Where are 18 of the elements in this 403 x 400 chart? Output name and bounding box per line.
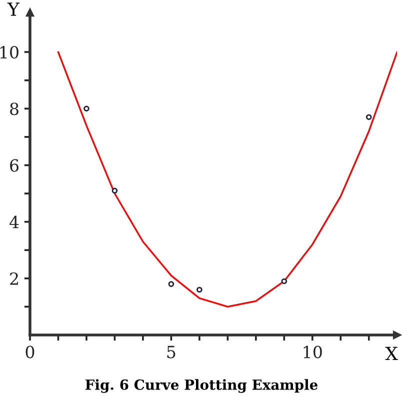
x-axis-title: X (385, 346, 398, 360)
point (112, 188, 118, 194)
line-series (57, 51, 398, 308)
x-tick-label: 5 (167, 346, 176, 358)
point (168, 281, 174, 287)
y-tick-label: 6 (10, 159, 19, 172)
point (84, 106, 90, 112)
y-tick-label: 8 (10, 102, 18, 116)
y-tick-label: 2 (10, 272, 18, 285)
y-tick-label: 4 (9, 216, 19, 228)
text: Fig. 6 Curve Plotting Example (85, 379, 318, 393)
y-axis-title: Y (7, 2, 20, 16)
x-tick-label: 10 (304, 346, 322, 358)
point (281, 278, 288, 284)
point (366, 114, 372, 120)
x-tick-label: 0 (26, 346, 34, 358)
point (196, 286, 202, 293)
y-tick-label: 10 (0, 46, 18, 59)
